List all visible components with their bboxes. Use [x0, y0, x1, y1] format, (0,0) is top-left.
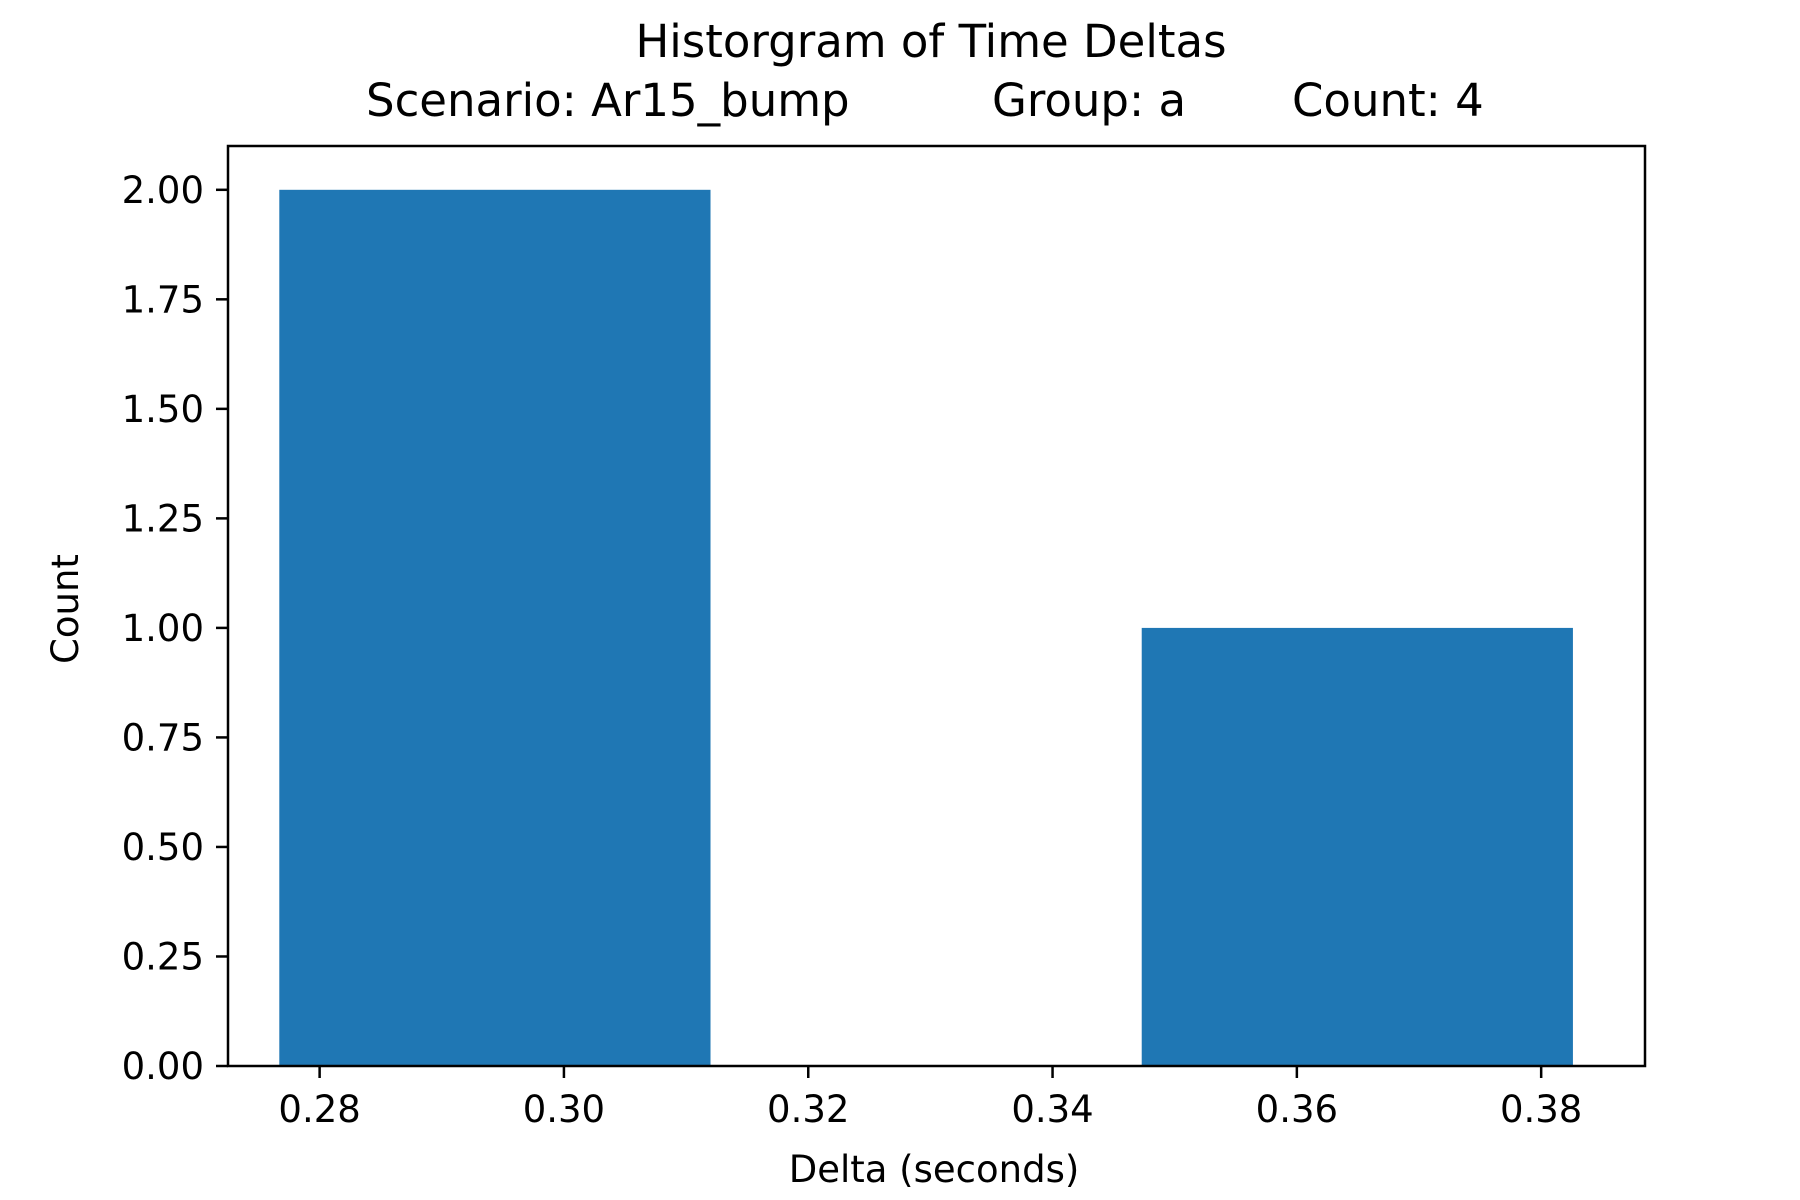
bars-layer [279, 189, 1573, 1067]
y-axis-ticks: 0.00 0.25 0.50 0.75 1.00 1.25 1.50 1.75 2.00 [122, 169, 228, 1088]
x-tick-label-5: 0.38 [1500, 1088, 1582, 1131]
x-tick-label-4: 0.36 [1256, 1088, 1338, 1131]
y-tick-label-3: 0.75 [122, 716, 204, 759]
histogram-bar-2 [1141, 627, 1573, 1066]
y-tick-label-8: 2.00 [122, 169, 204, 212]
y-tick-label-0: 0.00 [122, 1045, 204, 1088]
y-tick-label-5: 1.25 [122, 497, 204, 540]
y-tick-label-2: 0.50 [122, 826, 204, 869]
y-tick-label-6: 1.50 [122, 388, 204, 431]
x-axis-ticks: 0.28 0.30 0.32 0.34 0.36 0.38 [278, 1066, 1582, 1131]
y-tick-label-1: 0.25 [122, 935, 204, 978]
x-tick-label-2: 0.32 [767, 1088, 849, 1131]
chart-title: Historgram of Time Deltas [635, 15, 1226, 68]
subtitle-scenario: Scenario: Ar15_bump [366, 74, 850, 127]
y-tick-label-7: 1.75 [122, 278, 204, 321]
y-tick-label-4: 1.00 [122, 607, 204, 650]
y-axis-label: Count [44, 554, 87, 664]
plot-frame [226, 144, 1647, 1068]
subtitle-count: Count: 4 [1292, 74, 1484, 127]
x-axis-label: Delta (seconds) [789, 1148, 1080, 1191]
x-tick-label-3: 0.34 [1011, 1088, 1093, 1131]
x-tick-label-1: 0.30 [523, 1088, 605, 1131]
subtitle-group: Group: a [992, 74, 1186, 127]
x-tick-label-0: 0.28 [278, 1088, 360, 1131]
histogram-bar-0 [279, 189, 711, 1067]
